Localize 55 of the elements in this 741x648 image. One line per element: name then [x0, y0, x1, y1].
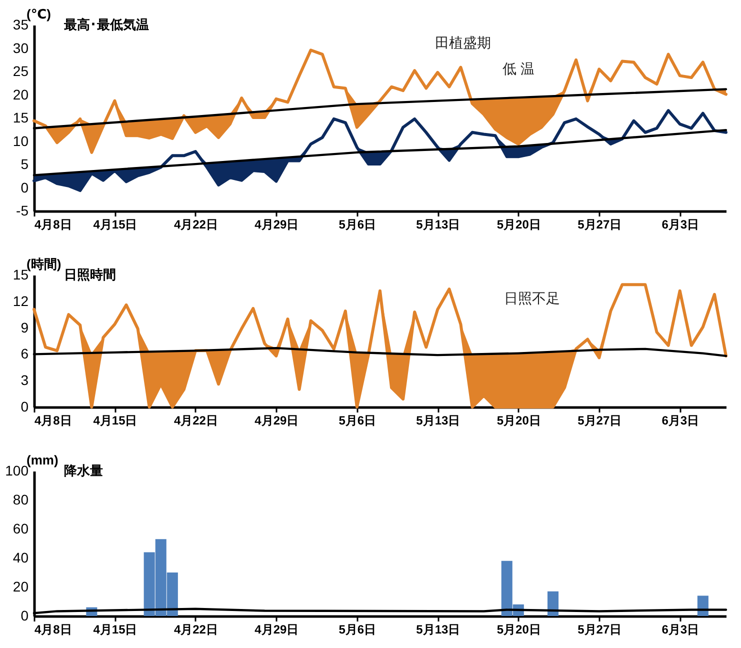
annotation: 田植盛期	[435, 34, 492, 51]
y-tick-label: 3	[20, 372, 29, 388]
x-tick-label: 4月29日	[254, 414, 299, 428]
chart-title: 最高･最低気温	[63, 17, 149, 32]
y-axis-title: (mm)	[26, 452, 58, 468]
y-tick-label: 0	[20, 608, 29, 624]
x-tick-label: 5月27日	[578, 414, 622, 428]
annotation: 低 温	[502, 60, 534, 77]
y-tick-label: -5	[16, 202, 29, 218]
bar	[547, 591, 559, 616]
y-tick-label: 80	[12, 492, 29, 508]
x-tick-label: 5月13日	[416, 622, 460, 636]
y-tick-label: 10	[12, 132, 29, 149]
x-tick-label: 4月8日	[34, 414, 72, 428]
y-tick-label: 5	[20, 156, 29, 172]
x-tick-label: 4月22日	[174, 414, 218, 428]
x-tick-label: 4月22日	[174, 218, 218, 232]
x-tick-label: 5月6日	[338, 622, 376, 636]
y-tick-label: 12	[12, 292, 29, 309]
y-tick-label: 30	[12, 40, 29, 56]
y-tick-label: 60	[12, 520, 29, 536]
x-tick-label: 4月8日	[34, 218, 72, 232]
x-tick-label: 4月29日	[254, 622, 299, 636]
annotation: 日照不足	[504, 290, 560, 306]
y-tick-label: 25	[12, 63, 29, 79]
y-tick-label: 0	[20, 179, 29, 196]
x-tick-label: 5月13日	[416, 414, 460, 428]
y-tick-label: 9	[20, 319, 29, 336]
y-tick-label: 40	[12, 550, 29, 566]
x-tick-label: 5月27日	[578, 622, 622, 636]
x-tick-label: 5月20日	[496, 622, 541, 636]
y-axis-title: (℃)	[26, 6, 51, 22]
y-tick-label: 6	[20, 346, 29, 362]
x-tick-label: 6月3日	[662, 622, 700, 636]
x-tick-label: 5月6日	[338, 218, 376, 232]
x-tick-label: 5月13日	[416, 218, 460, 232]
x-tick-label: 6月3日	[662, 414, 700, 428]
x-tick-label: 5月27日	[578, 218, 622, 232]
x-tick-label: 5月20日	[496, 414, 541, 428]
x-tick-label: 4月15日	[93, 414, 138, 428]
y-tick-label: 20	[12, 86, 29, 102]
x-tick-label: 5月6日	[338, 414, 376, 428]
x-tick-label: 4月15日	[93, 218, 138, 232]
y-axis-title: (時間)	[26, 256, 62, 272]
x-tick-label: 5月20日	[496, 218, 541, 232]
x-tick-label: 4月15日	[93, 622, 138, 636]
y-tick-label: 15	[12, 110, 29, 126]
y-tick-label: 20	[12, 578, 29, 594]
x-tick-label: 4月29日	[254, 218, 299, 232]
chart-title: 日照時間	[64, 267, 116, 282]
x-tick-label: 4月22日	[174, 622, 218, 636]
x-tick-label: 4月8日	[34, 622, 72, 636]
y-tick-label: 0	[20, 398, 29, 414]
x-tick-label: 6月3日	[662, 218, 700, 232]
chart-title: 降水量	[64, 463, 103, 478]
